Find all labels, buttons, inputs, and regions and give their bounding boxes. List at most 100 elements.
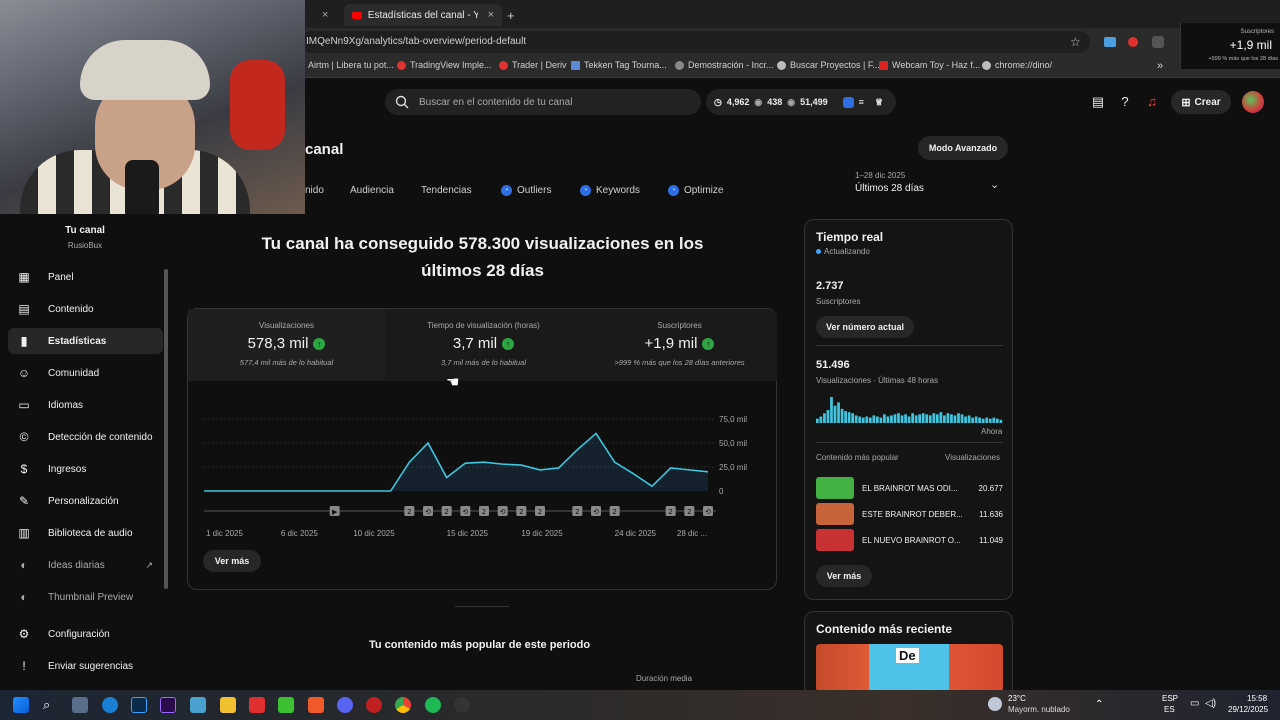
- video-publish-marker[interactable]: 2: [516, 506, 527, 516]
- app-icon[interactable]: [249, 697, 265, 713]
- realtime-see-more-button[interactable]: Ver más: [816, 565, 872, 587]
- metric-subscribers[interactable]: Suscriptores +1,9 mil ↑ >999 % más que lo…: [582, 309, 777, 381]
- url-input[interactable]: IMQeNn9Xg/analytics/tab-overview/period-…: [300, 31, 1090, 53]
- windows-start-icon[interactable]: [13, 697, 29, 713]
- photoshop-icon[interactable]: [131, 697, 147, 713]
- video-publish-marker[interactable]: ⟲: [591, 506, 601, 516]
- video-publish-marker[interactable]: 2: [684, 506, 695, 516]
- edge-icon[interactable]: [102, 697, 118, 713]
- popular-video-row[interactable]: EL NUEVO BRAINROT O... 11.049: [816, 529, 1003, 551]
- views-series-line[interactable]: [204, 432, 709, 492]
- keyboard-layout[interactable]: ES: [1164, 705, 1175, 714]
- search-input[interactable]: Buscar en el contenido de tu canal: [385, 89, 701, 115]
- video-publish-marker[interactable]: ▶: [329, 506, 340, 516]
- clock-time[interactable]: 15:58: [1247, 694, 1268, 703]
- browser-tab-close-icon[interactable]: ×: [322, 9, 329, 21]
- app-icon[interactable]: [454, 697, 470, 713]
- metric-views[interactable]: Visualizaciones 578,3 mil ↑ 577,4 mil más…: [188, 309, 385, 381]
- folder-icon[interactable]: [220, 697, 236, 713]
- bookmark-item[interactable]: Trader | Deriv: [499, 60, 567, 70]
- extension-icon[interactable]: [1128, 37, 1138, 47]
- extension-icon[interactable]: [1152, 36, 1164, 48]
- create-button[interactable]: ⊞ Crear: [1171, 90, 1231, 114]
- sidebar-item-1[interactable]: ▤ Contenido: [8, 296, 163, 322]
- language-code[interactable]: ESP: [1162, 694, 1179, 703]
- tab-keywords[interactable]: ◔ Keywords: [580, 185, 640, 196]
- video-publish-marker[interactable]: 2: [609, 506, 620, 516]
- extension-icon[interactable]: [1104, 37, 1116, 47]
- bookmark-item[interactable]: Demostración - Incr...: [675, 60, 774, 70]
- sidebar-bottom-item-1[interactable]: ! Enviar sugerencias: [8, 653, 163, 679]
- browser-tab-inactive[interactable]: ×: [310, 4, 328, 26]
- sidebar-item-7[interactable]: ✎ Personalización: [8, 488, 163, 514]
- video-publish-marker[interactable]: 2: [404, 506, 415, 516]
- see-more-button[interactable]: Ver más: [203, 550, 261, 572]
- sidebar-item-3[interactable]: ☺ Comunidad: [8, 360, 163, 386]
- recent-video-thumbnail[interactable]: De: [816, 644, 1003, 690]
- see-current-count-button[interactable]: Ver número actual: [816, 316, 914, 338]
- bookmark-item[interactable]: Airtm | Libera tu pot...: [308, 60, 394, 70]
- video-publish-marker[interactable]: ⟲: [497, 506, 508, 516]
- popular-video-row[interactable]: EL BRAINROT MAS ODI... 20.677: [816, 477, 1003, 499]
- sidebar-item-9[interactable]: ◐ Ideas diarias ↗: [8, 552, 163, 578]
- vidiq-stats-pill[interactable]: ◷ 4,962 ◉ 438 ◉ 51,499 ≡ ♕: [706, 89, 896, 115]
- bookmark-star-icon[interactable]: ☆: [1070, 35, 1081, 49]
- trophy-icon[interactable]: ♕: [874, 96, 884, 107]
- metric-watch-time[interactable]: Tiempo de visualización (horas) 3,7 mil ↑…: [385, 309, 582, 381]
- period-label[interactable]: Últimos 28 días: [855, 183, 924, 194]
- help-icon[interactable]: ?: [1121, 94, 1129, 109]
- sort-icon[interactable]: ≡: [858, 97, 864, 107]
- comments-icon[interactable]: ▤: [1091, 94, 1105, 109]
- tab-outliers[interactable]: ◔ Outliers: [501, 185, 551, 196]
- tab-trends[interactable]: Tendencias: [421, 185, 472, 196]
- browser-tab-active[interactable]: Estadísticas del canal - YouTube ×: [344, 4, 502, 26]
- search-icon[interactable]: ⌕: [43, 697, 51, 712]
- period-range[interactable]: 1–28 dic 2025: [855, 171, 906, 180]
- tab-audience[interactable]: Audiencia: [350, 185, 394, 196]
- sidebar-item-4[interactable]: ▭ Idiomas: [8, 392, 163, 418]
- sidebar-item-0[interactable]: ▦ Panel: [8, 264, 163, 290]
- views-line-chart[interactable]: 75,0 mil 50,0 mil 25,0 mil 0 ▶ 2 ⟲ 2 ⟲ 2 ⟲ 2 2 2 ⟲ 2 2 2 ⟲…: [188, 381, 778, 611]
- bookmark-item[interactable]: Tekken Tag Tourna...: [571, 60, 667, 70]
- premiere-icon[interactable]: [160, 697, 176, 713]
- realtime-bar-chart[interactable]: [816, 395, 1003, 423]
- new-tab-button[interactable]: +: [507, 7, 515, 23]
- sidebar-item-5[interactable]: © Detección de contenido: [8, 424, 163, 450]
- brave-icon[interactable]: [308, 697, 324, 713]
- volume-icon[interactable]: ◁): [1205, 698, 1217, 709]
- video-publish-marker[interactable]: ⟲: [423, 506, 433, 516]
- app-icon[interactable]: [72, 697, 88, 713]
- chevron-down-icon[interactable]: ⌄: [990, 179, 1000, 191]
- bookmark-item[interactable]: TradingView Imple...: [397, 60, 492, 70]
- notifications-bell-icon[interactable]: ♫: [1147, 94, 1157, 109]
- bookmark-item[interactable]: Webcam Toy - Haz f...: [879, 60, 980, 70]
- tab-optimize[interactable]: ◔ Optimize: [668, 185, 723, 196]
- bookmark-item[interactable]: chrome://dino/: [982, 60, 1052, 70]
- vidiq-icon[interactable]: [842, 96, 854, 108]
- video-publish-marker[interactable]: 2: [535, 506, 545, 516]
- spotify-icon[interactable]: [425, 697, 441, 713]
- browser-tab-close-icon[interactable]: ×: [487, 9, 494, 21]
- video-publish-marker[interactable]: 2: [572, 506, 583, 516]
- clock-date[interactable]: 29/12/2025: [1228, 705, 1269, 714]
- chrome-icon[interactable]: [395, 697, 411, 713]
- video-publish-marker[interactable]: ⟲: [703, 506, 713, 516]
- bookmark-item[interactable]: Buscar Proyectos | F...: [777, 60, 880, 70]
- sidebar-item-6[interactable]: $ Ingresos: [8, 456, 163, 482]
- store-icon[interactable]: [190, 697, 206, 713]
- chevron-up-icon[interactable]: ⌃: [1095, 699, 1104, 710]
- minecraft-icon[interactable]: [278, 697, 294, 713]
- sidebar-item-2[interactable]: ▮ Estadísticas: [8, 328, 163, 354]
- network-icon[interactable]: ▭: [1190, 698, 1200, 709]
- video-publish-marker[interactable]: 2: [479, 506, 489, 516]
- video-publish-marker[interactable]: 2: [665, 506, 676, 516]
- popular-video-row[interactable]: ESTE BRAINROT DEBER... 11.636: [816, 503, 1003, 525]
- avatar[interactable]: [1242, 91, 1264, 113]
- sidebar-item-10[interactable]: ◐ Thumbnail Preview: [8, 584, 163, 610]
- bookmarks-overflow-button[interactable]: »: [1157, 60, 1164, 72]
- video-publish-marker[interactable]: ⟲: [460, 506, 471, 516]
- sidebar-bottom-item-0[interactable]: ⚙ Configuración: [8, 621, 163, 647]
- app-icon[interactable]: [366, 697, 382, 713]
- sidebar-scrollbar[interactable]: [164, 269, 168, 589]
- discord-icon[interactable]: [337, 697, 353, 713]
